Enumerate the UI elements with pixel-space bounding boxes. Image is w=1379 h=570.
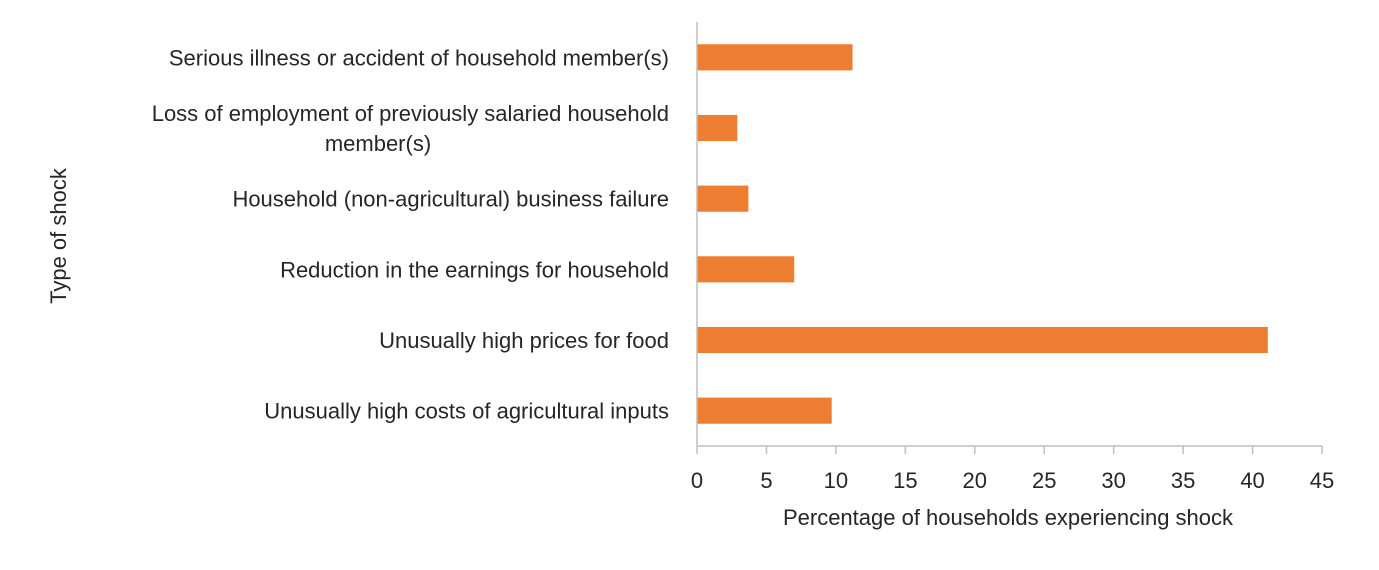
x-tick-label-5: 25 <box>1032 468 1056 493</box>
category-label-3: Reduction in the earnings for household <box>280 257 669 282</box>
x-tick-label-2: 10 <box>824 468 848 493</box>
category-label-5: Unusually high costs of agricultural inp… <box>264 399 669 424</box>
y-axis-title: Type of shock <box>46 167 71 304</box>
x-axis-title: Percentage of households experiencing sh… <box>783 505 1234 530</box>
bar-2 <box>697 185 749 212</box>
bar-3 <box>697 256 795 283</box>
x-tick-label-1: 5 <box>760 468 772 493</box>
category-label-2: Household (non-agricultural) business fa… <box>232 187 669 212</box>
x-tick-label-4: 20 <box>963 468 987 493</box>
axis-layer <box>696 22 1323 454</box>
bar-4 <box>697 326 1268 354</box>
x-tick-label-6: 30 <box>1101 468 1125 493</box>
category-label-4: Unusually high prices for food <box>379 328 669 353</box>
bar-0 <box>697 44 853 71</box>
x-tick-label-3: 15 <box>893 468 917 493</box>
x-tick-label-9: 45 <box>1310 468 1334 493</box>
bar-1 <box>697 114 738 142</box>
x-tick-labels: 0 5 10 15 20 25 30 35 40 45 <box>691 468 1334 493</box>
category-label-1-line-1: member(s) <box>325 131 431 156</box>
x-tick-label-0: 0 <box>691 468 703 493</box>
x-tick-label-8: 40 <box>1240 468 1264 493</box>
category-label-1-line-0: Loss of employment of previously salarie… <box>152 101 669 126</box>
category-labels: Serious illness or accident of household… <box>152 45 669 423</box>
bars-layer <box>697 44 1268 424</box>
category-label-0: Serious illness or accident of household… <box>169 45 669 70</box>
bar-5 <box>697 397 832 424</box>
x-tick-label-7: 35 <box>1171 468 1195 493</box>
